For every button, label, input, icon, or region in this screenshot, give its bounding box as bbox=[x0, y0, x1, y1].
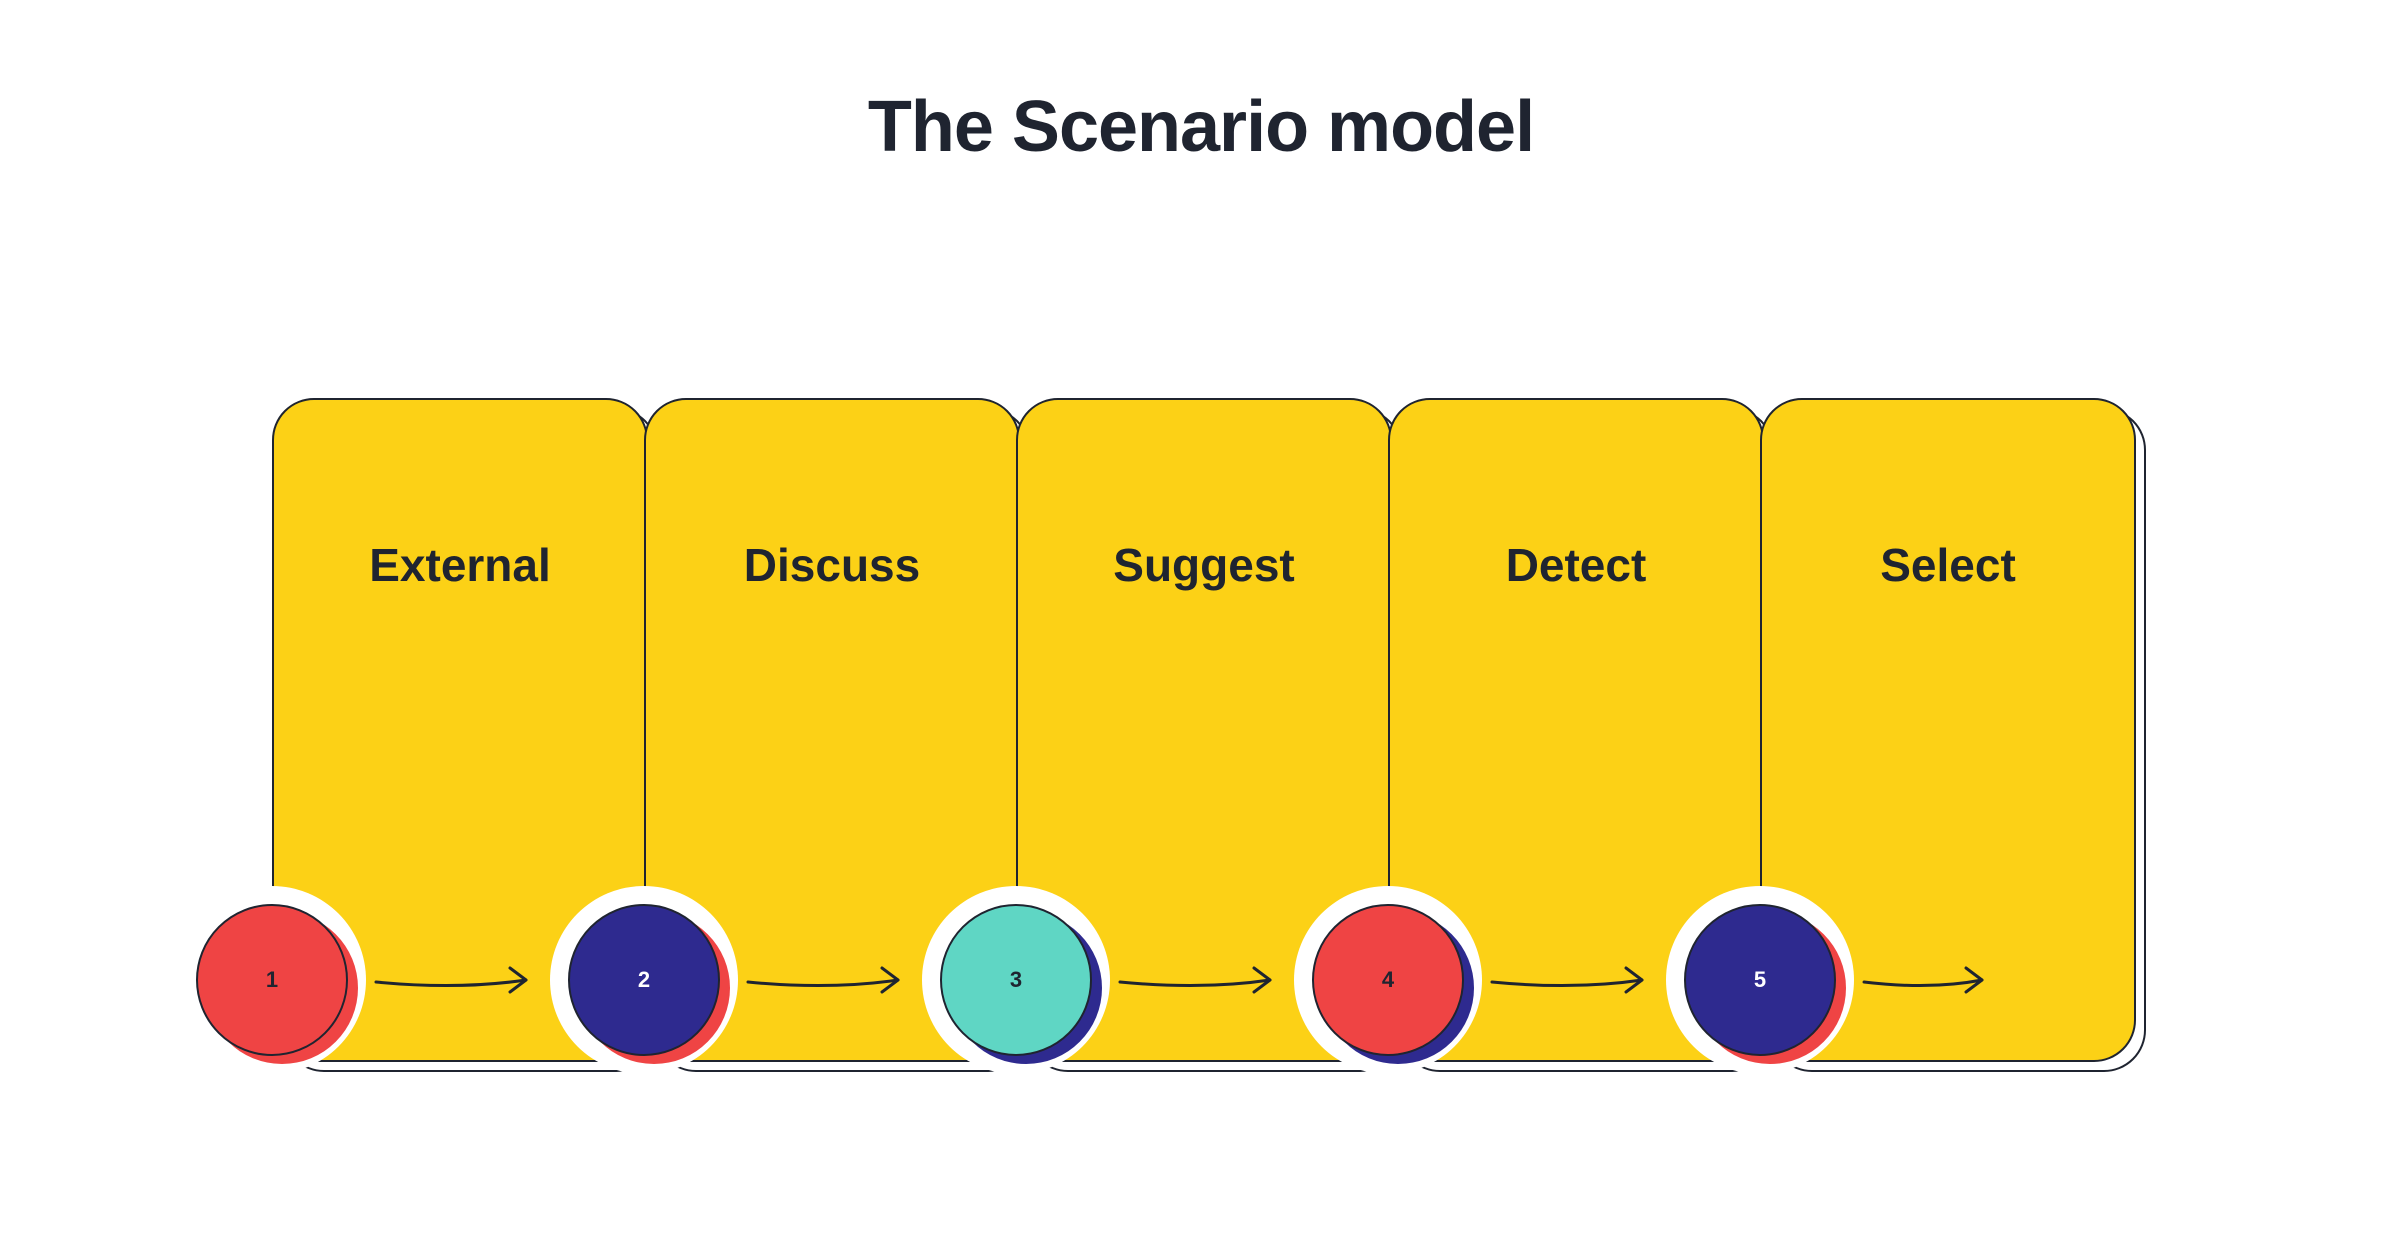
card-label: Detect bbox=[1390, 538, 1762, 592]
circle-face: 1 bbox=[196, 904, 348, 1056]
arrow-icon bbox=[744, 960, 916, 1000]
circle-face: 2 bbox=[568, 904, 720, 1056]
arrow-icon bbox=[1116, 960, 1288, 1000]
circle-number: 5 bbox=[1754, 967, 1766, 993]
card-label: External bbox=[274, 538, 646, 592]
arrow-icon bbox=[372, 960, 544, 1000]
card-label: Select bbox=[1762, 538, 2134, 592]
circle-number: 1 bbox=[266, 967, 278, 993]
diagram-title: The Scenario model bbox=[0, 86, 2402, 168]
arrow-icon bbox=[1488, 960, 1660, 1000]
circle-face: 4 bbox=[1312, 904, 1464, 1056]
circle-face: 5 bbox=[1684, 904, 1836, 1056]
step-circle-3: 3 bbox=[922, 886, 1110, 1074]
step-circle-1: 1 bbox=[178, 886, 366, 1074]
step-circle-2: 2 bbox=[550, 886, 738, 1074]
card-label: Suggest bbox=[1018, 538, 1390, 592]
step-circle-5: 5 bbox=[1666, 886, 1854, 1074]
card-label: Discuss bbox=[646, 538, 1018, 592]
circle-number: 3 bbox=[1010, 967, 1022, 993]
circle-face: 3 bbox=[940, 904, 1092, 1056]
circle-number: 2 bbox=[638, 967, 650, 993]
step-circle-4: 4 bbox=[1294, 886, 1482, 1074]
circle-number: 4 bbox=[1382, 967, 1394, 993]
arrow-icon bbox=[1860, 960, 2000, 1000]
